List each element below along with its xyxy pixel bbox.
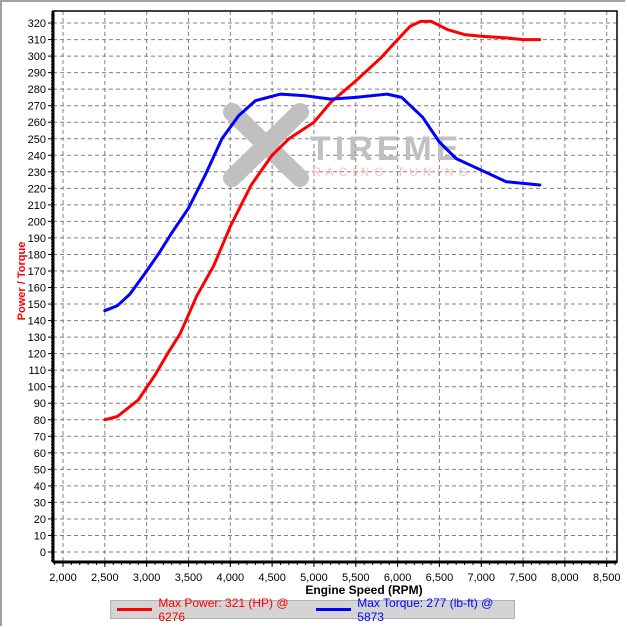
svg-text:250: 250 xyxy=(28,134,46,146)
svg-text:290: 290 xyxy=(28,68,46,80)
watermark-logo: TIREME RACING TUNING xyxy=(223,103,473,187)
svg-text:110: 110 xyxy=(28,365,46,377)
svg-text:0: 0 xyxy=(40,547,46,559)
svg-text:100: 100 xyxy=(28,382,46,394)
svg-text:230: 230 xyxy=(28,167,46,179)
y-axis-label: Power / Torque xyxy=(16,241,28,321)
svg-text:3,000: 3,000 xyxy=(133,572,161,584)
svg-text:10: 10 xyxy=(34,530,46,542)
legend-power-label: Max Power: 321 (HP) @ 6276 xyxy=(158,595,289,624)
axis-ticks: 2,000 2,500 3,000 3,500 4,000 4,500 5,000 5,500… xyxy=(28,14,621,584)
svg-text:260: 260 xyxy=(28,117,46,129)
legend-item-torque: Max Torque: 277 (lb-ft) @ 5873 xyxy=(315,595,504,624)
plot-border xyxy=(52,10,618,563)
power-curve xyxy=(103,19,542,422)
svg-text:210: 210 xyxy=(28,200,46,212)
svg-text:120: 120 xyxy=(28,349,46,361)
svg-text:170: 170 xyxy=(28,266,46,278)
svg-text:270: 270 xyxy=(28,101,46,113)
svg-text:180: 180 xyxy=(28,249,46,261)
svg-text:60: 60 xyxy=(34,448,46,460)
svg-text:7,500: 7,500 xyxy=(509,572,537,584)
svg-text:7,000: 7,000 xyxy=(467,572,495,584)
x-axis-label: Engine Speed (RPM) xyxy=(305,583,423,597)
data-curves xyxy=(103,19,542,422)
svg-text:150: 150 xyxy=(28,299,46,311)
svg-text:190: 190 xyxy=(28,233,46,245)
svg-text:6,500: 6,500 xyxy=(426,572,454,584)
grid-lines xyxy=(53,11,617,562)
torque-line-swatch xyxy=(315,608,352,611)
svg-text:130: 130 xyxy=(28,332,46,344)
svg-text:2,000: 2,000 xyxy=(49,572,77,584)
svg-text:RACING TUNING: RACING TUNING xyxy=(312,165,473,179)
svg-text:70: 70 xyxy=(34,431,46,443)
svg-text:5,000: 5,000 xyxy=(300,572,328,584)
svg-text:30: 30 xyxy=(34,497,46,509)
svg-text:5,500: 5,500 xyxy=(342,572,370,584)
svg-text:3,500: 3,500 xyxy=(175,572,203,584)
svg-text:6,000: 6,000 xyxy=(384,572,412,584)
svg-text:80: 80 xyxy=(34,415,46,427)
svg-text:220: 220 xyxy=(28,183,46,195)
svg-text:20: 20 xyxy=(34,514,46,526)
legend: Max Power: 321 (HP) @ 6276 Max Torque: 2… xyxy=(110,596,515,624)
svg-text:320: 320 xyxy=(28,18,46,30)
svg-text:50: 50 xyxy=(34,464,46,476)
power-line-swatch xyxy=(117,608,153,611)
legend-item-power: Max Power: 321 (HP) @ 6276 xyxy=(117,596,300,624)
svg-text:4,500: 4,500 xyxy=(258,572,286,584)
svg-text:40: 40 xyxy=(34,481,46,493)
svg-text:160: 160 xyxy=(28,283,46,295)
svg-text:4,000: 4,000 xyxy=(217,572,245,584)
svg-text:310: 310 xyxy=(28,35,46,47)
svg-text:140: 140 xyxy=(28,316,46,328)
torque-curve xyxy=(103,92,542,313)
svg-text:300: 300 xyxy=(28,51,46,63)
svg-text:90: 90 xyxy=(34,398,46,410)
svg-text:280: 280 xyxy=(28,84,46,96)
svg-text:TIREME: TIREME xyxy=(310,130,462,168)
svg-text:200: 200 xyxy=(28,216,46,228)
svg-text:8,500: 8,500 xyxy=(593,572,621,584)
svg-text:2,500: 2,500 xyxy=(91,572,119,584)
svg-text:240: 240 xyxy=(28,150,46,162)
svg-text:8,000: 8,000 xyxy=(551,572,579,584)
legend-torque-label: Max Torque: 277 (lb-ft) @ 5873 xyxy=(357,595,494,624)
